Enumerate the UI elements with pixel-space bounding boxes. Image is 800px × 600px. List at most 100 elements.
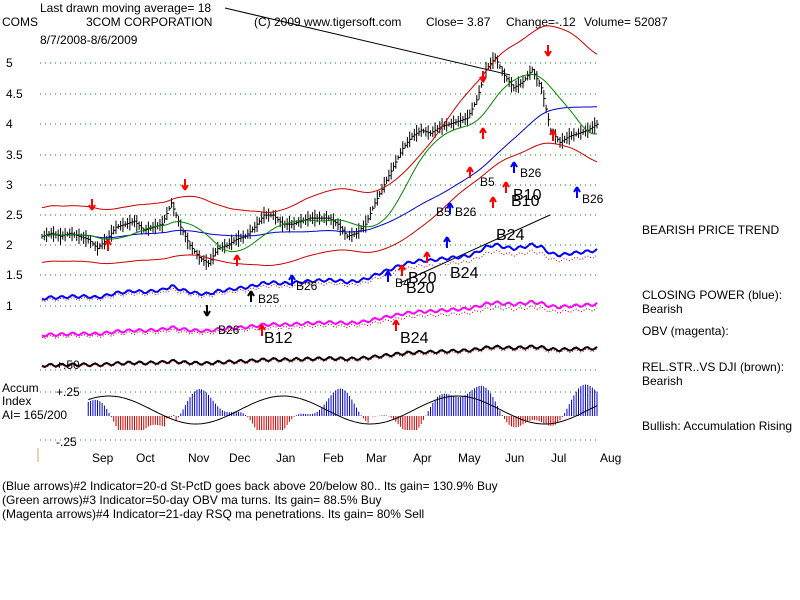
signal-b24-obv: B24 [400, 330, 429, 347]
trend-line [399, 214, 551, 284]
lower-band-line [41, 142, 598, 266]
signal-b5-lower: B5 [436, 205, 451, 219]
upper-band-line [41, 25, 598, 213]
closing-power-status: Bearish [642, 302, 683, 316]
footer-line-1: (Blue arrows)#2 Indicator=20-d St-PctD g… [2, 479, 498, 493]
signal-b10: B10 [513, 187, 542, 204]
closing-power-label: CLOSING POWER (blue): [642, 288, 782, 302]
up-arrow-icon [233, 254, 241, 266]
signal-b24-cp: B24 [496, 227, 525, 244]
up-arrow-icon [423, 251, 431, 263]
month-feb: Feb [323, 451, 344, 465]
accum-label-2: Index [2, 394, 31, 408]
month-sep: Sep [92, 451, 114, 465]
up-arrow-icon [466, 166, 474, 178]
accum-tick-mid: +.25 [56, 385, 80, 399]
accum-label-1: Accum [2, 381, 39, 395]
relative-strength-label: REL.STR..VS DJI (brown): [642, 360, 784, 374]
up-arrow-icon [573, 186, 581, 198]
footer-line-2: (Green arrows)#3 Indicator=50-day OBV ma… [2, 493, 382, 507]
price-tick-3-5: 3.5 [6, 148, 23, 162]
signal-b26-nov: B26 [218, 323, 240, 337]
month-apr: Apr [413, 451, 432, 465]
trend-label: BEARISH PRICE TREND [642, 223, 779, 237]
company-name: 3COM CORPORATION [86, 15, 212, 29]
signal-b10-shadow: B10 [511, 193, 540, 210]
price-tick-4-5: 4.5 [6, 87, 23, 101]
price-tick-3: 3 [6, 178, 13, 192]
accumulation-status: Bullish: Accumulation Rising [642, 419, 792, 433]
short-average-line [41, 74, 598, 253]
signal-arrows [88, 45, 581, 336]
up-arrow-icon [479, 127, 487, 139]
down-arrow-icon [88, 199, 96, 211]
accumulation-ma-line [88, 395, 598, 425]
accum-label-3: AI= 165/200 [2, 408, 67, 422]
volume-label: Volume= 52087 [584, 15, 668, 29]
down-arrow-icon [544, 45, 552, 57]
month-jun: Jun [505, 451, 524, 465]
relative-strength-ma-line [41, 346, 598, 369]
copyright-label: (C) 2009 www.tigersoft.com [254, 15, 401, 29]
signal-b26-jan: B26 [296, 279, 318, 293]
up-arrow-icon [510, 161, 518, 173]
signal-b20-lower: B20 [406, 280, 435, 297]
title-pointer-line [224, 7, 511, 76]
obv-label: OBV (magenta): [642, 324, 729, 338]
up-arrow-icon [489, 196, 497, 208]
month-oct: Oct [136, 451, 155, 465]
down-arrow-icon [479, 71, 487, 83]
obv-line [41, 299, 598, 338]
month-may: May [458, 451, 481, 465]
down-arrow-icon [181, 179, 189, 191]
up-arrow-icon [398, 264, 406, 276]
close-label: Close= 3.87 [426, 15, 491, 29]
month-nov: Nov [188, 451, 209, 465]
up-arrow-icon [258, 324, 266, 336]
date-range: 8/7/2008-8/6/2009 [40, 33, 138, 47]
signal-b24-trend: B24 [450, 265, 479, 282]
price-tick-1: 1 [6, 299, 13, 313]
up-arrow-icon [288, 274, 296, 286]
signal-b5: B5 [480, 175, 495, 189]
chart-title: Last drawn moving average= 18 [40, 1, 211, 15]
up-arrow-icon [446, 202, 454, 214]
up-arrow-icon [443, 236, 451, 248]
obv-ma-line [41, 305, 598, 340]
price-tick-4: 4 [6, 117, 13, 131]
signal-b26-jun: B26 [520, 166, 542, 180]
change-label: Change=-.12 [506, 15, 576, 29]
up-arrow-icon [502, 181, 510, 193]
relative-strength-line [41, 344, 598, 368]
relative-strength-status: Bearish [642, 374, 683, 388]
moving-average-line [41, 106, 598, 239]
month-aug: Aug [600, 451, 621, 465]
price-tick-2-5: 2.5 [6, 208, 23, 222]
signal-b25: B25 [258, 292, 280, 306]
accumulation-histogram [87, 384, 598, 430]
month-dec: Dec [229, 451, 250, 465]
price-tick-1-5: 1.5 [6, 268, 23, 282]
up-arrow-icon [104, 239, 112, 251]
up-arrow-icon [549, 129, 557, 141]
up-arrow-icon [384, 270, 392, 282]
price-tick-2: 2 [6, 238, 13, 252]
month-mar: Mar [366, 451, 387, 465]
ticker-label: COMS [2, 15, 38, 29]
closing-power-line [41, 242, 598, 301]
closing-power-ma-line [41, 249, 598, 303]
accum-tick-top: +.50 [56, 358, 80, 372]
up-arrow-icon [392, 319, 400, 331]
price-tick-5: 5 [6, 56, 13, 70]
month-jul: Jul [551, 451, 566, 465]
up-arrow-icon [247, 290, 255, 302]
signal-b4: B4 [395, 276, 410, 290]
price-bars [41, 52, 599, 270]
month-jan: Jan [276, 451, 295, 465]
gridlines [40, 62, 600, 441]
signal-b12: B12 [264, 330, 293, 347]
down-arrow-icon [203, 305, 211, 317]
accum-tick-bot: -.25 [56, 435, 77, 449]
signal-b26-jul: B26 [582, 192, 604, 206]
